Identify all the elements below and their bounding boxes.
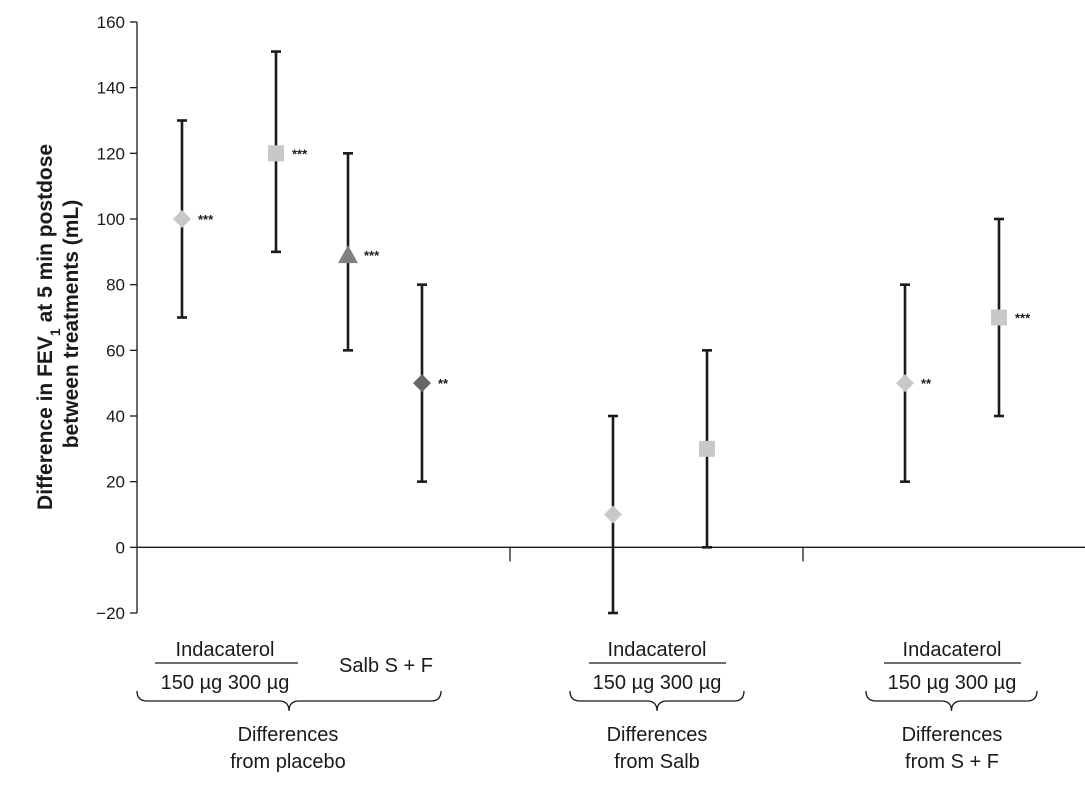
group-caption-line1: Differences [238,724,339,746]
y-axis-label-subscript: 1 [47,328,63,336]
y-tick-label: 160 [97,13,125,32]
group-doses-label: 150 µg 300 µg [161,672,290,694]
y-axis-label: Difference in FEV1 at 5 min postdose bet… [34,138,83,510]
group-brace [136,690,442,712]
significance-label: *** [292,146,308,161]
group-caption-line2: from S + F [905,751,999,773]
point-diamond [413,374,431,393]
axes-group: −20 0 20 40 60 80 100 120 140 160 [96,13,1085,623]
significance-label: ** [921,376,932,391]
y-tick-label: 80 [106,276,125,295]
x-labels-group: Indacaterol 150 µg 300 µg Salb S + F Differ… [136,639,1038,773]
marks-group: *********** ***** [173,50,1031,615]
y-axis-label-line2: between treatments (mL) [60,200,83,449]
group-doses-label: 150 µg 300 µg [593,672,722,694]
point-triangle [338,245,358,264]
y-tick-label: 120 [97,144,125,163]
group-doses-label: 150 µg 300 µg [888,672,1017,694]
significance-label: ** [438,376,449,391]
point-diamond [896,374,914,393]
group-brace [569,690,745,712]
group-extra-label: Salb S + F [339,655,433,677]
y-tick-label: 40 [106,407,125,426]
significance-label: *** [364,248,380,263]
y-axis-label-line1-pre: Difference in FEV [34,336,57,510]
y-tick-label: −20 [96,604,125,623]
group-header-label: Indacaterol [903,639,1002,661]
group-header-label: Indacaterol [608,639,707,661]
y-tick-label: 20 [106,473,125,492]
group-brace [865,690,1038,712]
y-tick-label: 100 [97,210,125,229]
point-square [699,440,715,457]
point-square [268,145,284,162]
group-caption-line1: Differences [607,724,708,746]
significance-label: *** [1015,311,1031,326]
point-diamond [173,210,191,228]
y-tick-label: 60 [106,341,125,360]
significance-label: *** [198,212,214,227]
group-caption-line1: Differences [902,724,1003,746]
group-caption-line2: from Salb [614,751,700,773]
y-axis-label-line1: Difference in FEV1 at 5 min postdose [34,144,63,510]
group-header-label: Indacaterol [176,639,275,661]
y-tick-label: 0 [116,538,125,557]
y-axis-label-line1-post: at 5 min postdose [34,144,57,328]
group-caption-line2: from placebo [230,751,346,773]
point-square [991,309,1007,326]
y-tick-label: 140 [97,79,125,98]
point-diamond [604,505,622,524]
